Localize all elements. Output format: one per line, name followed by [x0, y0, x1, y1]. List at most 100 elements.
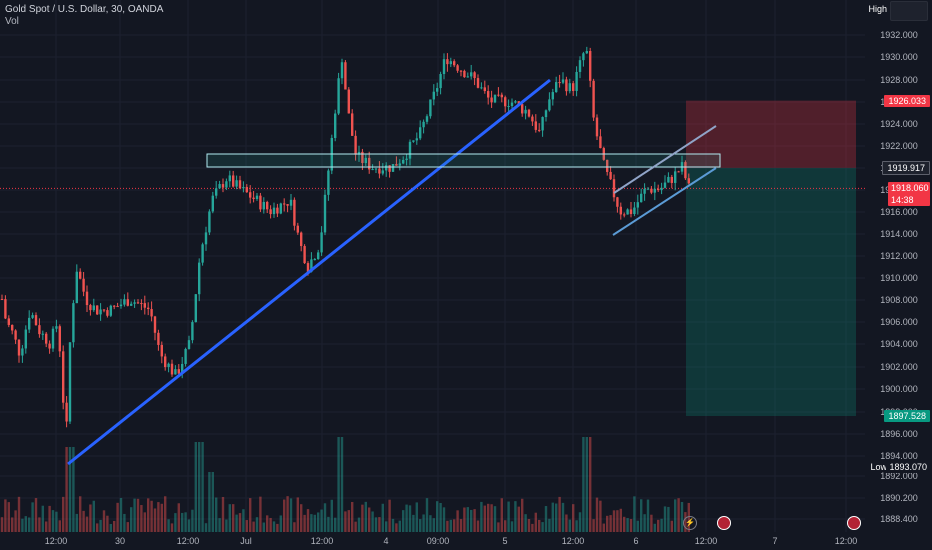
- volume-bar: [483, 505, 486, 532]
- volume-bar: [412, 514, 415, 532]
- candle-body: [429, 99, 432, 117]
- volume-bar: [527, 518, 531, 532]
- candle-body: [456, 65, 459, 71]
- volume-bar: [425, 498, 429, 532]
- candle-body: [235, 180, 238, 187]
- symbol-title[interactable]: Gold Spot / U.S. Dollar, 30, OANDA: [5, 4, 164, 15]
- candle-body: [497, 94, 500, 96]
- volume-bar: [286, 496, 289, 532]
- candle-body: [126, 299, 129, 306]
- candle-body: [160, 344, 163, 357]
- high-label: High: [865, 2, 890, 16]
- volume-bar: [303, 514, 306, 532]
- candle-body: [55, 326, 58, 329]
- candle-body: [327, 170, 330, 195]
- candle-body: [0, 299, 4, 300]
- candle-body: [198, 262, 201, 295]
- candle-body: [340, 62, 344, 79]
- volume-bar: [466, 507, 469, 532]
- x-tick-label: 7: [772, 536, 777, 546]
- volume-bar: [415, 502, 418, 532]
- volume-bar: [402, 510, 405, 532]
- volume-bar: [510, 521, 514, 532]
- candle-body: [385, 165, 388, 171]
- candle-body: [595, 117, 599, 137]
- candle-body: [45, 333, 48, 344]
- candle-body: [555, 82, 558, 93]
- volume-bar: [680, 501, 684, 532]
- position-zones[interactable]: [0, 100, 865, 416]
- volume-bar: [351, 501, 354, 532]
- volume-bar: [21, 518, 24, 532]
- us-flag-event-icon[interactable]: [847, 516, 861, 530]
- x-tick-label: 12:00: [562, 536, 585, 546]
- volume-bar: [14, 510, 17, 532]
- candle-body: [483, 87, 486, 92]
- volume-bar: [446, 520, 449, 532]
- volume-bar: [24, 516, 27, 532]
- volume-bar: [238, 513, 242, 532]
- volume-bar: [449, 519, 452, 532]
- x-tick-label: 5: [502, 536, 507, 546]
- candle-body: [493, 94, 497, 103]
- candle-body: [453, 61, 456, 66]
- drawing-tools[interactable]: [67, 78, 721, 466]
- volume-bar: [106, 515, 109, 532]
- volume-bar: [99, 519, 102, 532]
- volume-bar: [626, 518, 629, 532]
- volume-bar: [116, 502, 119, 532]
- volume-label[interactable]: Vol: [5, 16, 19, 27]
- volume-bar: [72, 447, 75, 532]
- volume-bar: [194, 442, 197, 532]
- y-tick-label: 1914.000: [880, 229, 918, 239]
- candle-body: [238, 180, 242, 189]
- volume-bar: [323, 503, 327, 532]
- lightning-icon[interactable]: ⚡: [683, 516, 697, 530]
- candle-body: [534, 121, 537, 130]
- candle-body: [466, 76, 469, 78]
- stop-zone: [686, 100, 856, 168]
- volume-bar: [218, 518, 221, 532]
- volume-bar: [521, 498, 524, 532]
- volume-bar: [572, 504, 575, 532]
- price-axis[interactable]: 1932.0001930.0001928.0001926.0001924.000…: [865, 0, 932, 550]
- volume-bar: [34, 498, 38, 532]
- volume-bar: [561, 502, 565, 532]
- candle-body: [544, 110, 548, 118]
- candle-body: [113, 305, 116, 307]
- candle-body: [293, 199, 296, 226]
- volume-bar: [119, 497, 123, 532]
- chart-legend: Gold Spot / U.S. Dollar, 30, OANDA Vol: [5, 4, 163, 28]
- volume-bar: [208, 472, 211, 532]
- candle-body: [14, 330, 17, 340]
- volume-bar: [667, 506, 670, 532]
- candle-body: [68, 342, 72, 422]
- volume-bar: [391, 518, 395, 532]
- candle-body: [51, 328, 55, 349]
- candle-body: [439, 74, 442, 89]
- volume-bar: [334, 517, 337, 532]
- volume-bar: [371, 511, 374, 532]
- volume-bar: [361, 504, 364, 532]
- volume-bar: [259, 496, 262, 532]
- candle-body: [75, 271, 78, 304]
- candle-body: [48, 343, 51, 349]
- candle-body: [626, 209, 629, 215]
- volume-bar: [133, 498, 136, 532]
- candle-body: [147, 307, 150, 310]
- us-flag-event-icon[interactable]: [717, 516, 731, 530]
- candle-body: [504, 97, 507, 107]
- candle-body: [606, 159, 609, 172]
- time-axis[interactable]: 12:00 30 12:00 Jul 12:00 4 09:00 5 12:00 6 12:00 7 1…: [45, 536, 858, 546]
- candle-body: [446, 59, 449, 65]
- volume-bar: [79, 496, 82, 532]
- volume-bar: [650, 514, 653, 532]
- candle-body: [568, 83, 571, 92]
- candle-body: [249, 192, 252, 198]
- volume-bar: [306, 509, 310, 532]
- volume-bar: [657, 519, 660, 532]
- volume-bar: [17, 496, 21, 532]
- volume-bar: [41, 505, 44, 532]
- candle-body: [313, 259, 316, 261]
